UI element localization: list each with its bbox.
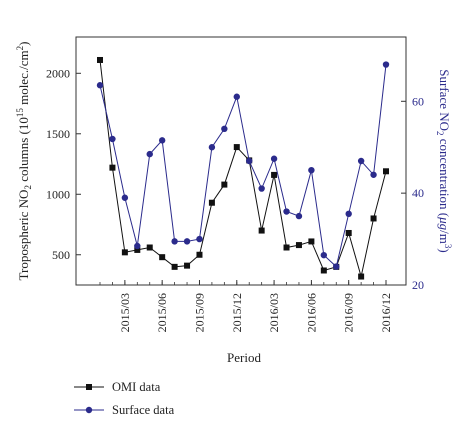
data-point [320, 251, 328, 259]
data-point [383, 168, 389, 175]
data-point [295, 212, 303, 220]
x-tick-label: 2015/06 [155, 293, 169, 332]
data-point [370, 171, 377, 178]
data-point [271, 171, 278, 178]
data-point [320, 267, 327, 274]
y-right-tick-label: 40 [412, 186, 424, 200]
x-tick-label: 2016/12 [379, 293, 393, 332]
data-point [96, 82, 104, 89]
data-point [233, 93, 240, 100]
data-point [370, 215, 377, 222]
plot-frame [75, 36, 407, 286]
data-point [345, 210, 352, 218]
data-point [146, 150, 153, 158]
data-point [221, 181, 228, 188]
data-point [109, 164, 116, 171]
series-surface [96, 61, 390, 270]
y-axis-left-title: Tropospheric NO2 columns (1015 molec./cm… [15, 42, 33, 281]
data-point [109, 135, 116, 143]
y-right-tick-label: 60 [412, 94, 424, 108]
legend-item-omi: OMI data [74, 380, 161, 394]
data-point [308, 238, 315, 245]
data-point [233, 144, 240, 151]
x-tick-label: 2015/09 [192, 293, 206, 332]
x-axis-title: Period [227, 350, 261, 365]
data-point [196, 251, 203, 258]
data-point [134, 246, 141, 253]
series-omi [97, 56, 389, 280]
legend-label-surface: Surface data [112, 403, 175, 417]
legend: OMI data Surface data [74, 380, 175, 417]
data-point [382, 61, 390, 68]
data-point [246, 157, 253, 165]
x-tick-label: 2016/09 [342, 293, 356, 332]
data-point [258, 185, 265, 192]
data-point [171, 263, 178, 270]
y-left-tick-label: 2000 [46, 66, 70, 80]
data-point [308, 166, 315, 174]
data-point [270, 155, 278, 162]
data-point [158, 137, 166, 144]
data-point [134, 242, 141, 250]
x-tick-label: 2015/12 [230, 293, 244, 332]
y-axis-right-title: Surface NO2 concentration (μg/m3) [435, 69, 453, 252]
x-tick-label: 2015/03 [118, 293, 132, 332]
data-point [146, 244, 153, 251]
y-left-tick-label: 1000 [46, 187, 70, 201]
data-point [208, 144, 216, 151]
data-point [171, 238, 178, 245]
legend-item-surface: Surface data [74, 403, 175, 417]
data-point [283, 208, 290, 215]
data-point [183, 238, 191, 245]
x-tick-label: 2016/06 [304, 293, 318, 332]
y-left-tick-label: 1500 [46, 127, 70, 141]
legend-label-omi: OMI data [112, 380, 161, 394]
data-point [295, 242, 302, 249]
data-point [221, 125, 228, 133]
data-point [333, 263, 340, 270]
data-point [208, 199, 215, 206]
data-point [121, 249, 128, 256]
data-point [121, 194, 129, 201]
data-point [345, 229, 352, 236]
data-point [283, 244, 290, 251]
data-point [159, 254, 166, 261]
data-point [184, 262, 191, 269]
data-point [358, 273, 365, 280]
series-line [99, 64, 387, 268]
data-point [97, 56, 103, 63]
y-left-tick-label: 500 [52, 248, 70, 262]
data-point [258, 227, 265, 234]
data-point [357, 157, 365, 165]
series-line [99, 59, 387, 277]
data-point [196, 235, 203, 243]
y-right-tick-label: 20 [412, 278, 424, 292]
x-tick-label: 2016/03 [267, 293, 281, 332]
